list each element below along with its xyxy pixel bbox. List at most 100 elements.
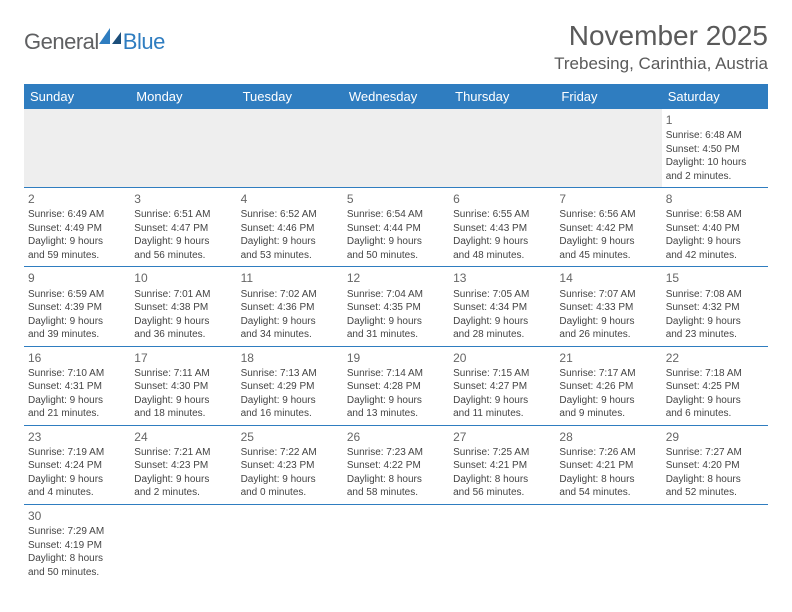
sunset-text: Sunset: 4:25 PM (666, 380, 764, 394)
day-number: 19 (347, 350, 445, 366)
sunset-text: Sunset: 4:38 PM (134, 301, 232, 315)
daylight-text: and 45 minutes. (559, 249, 657, 263)
calendar-day-cell: 17Sunrise: 7:11 AMSunset: 4:30 PMDayligh… (130, 346, 236, 425)
daylight-text: Daylight: 9 hours (666, 315, 764, 329)
day-number: 26 (347, 429, 445, 445)
sunset-text: Sunset: 4:33 PM (559, 301, 657, 315)
calendar-day-cell (237, 504, 343, 583)
sunrise-text: Sunrise: 7:10 AM (28, 367, 126, 381)
calendar-day-cell: 24Sunrise: 7:21 AMSunset: 4:23 PMDayligh… (130, 425, 236, 504)
daylight-text: Daylight: 9 hours (347, 315, 445, 329)
sunrise-text: Sunrise: 7:21 AM (134, 446, 232, 460)
sunset-text: Sunset: 4:21 PM (559, 459, 657, 473)
day-number: 27 (453, 429, 551, 445)
day-number: 20 (453, 350, 551, 366)
sunset-text: Sunset: 4:20 PM (666, 459, 764, 473)
day-number: 28 (559, 429, 657, 445)
calendar-day-cell: 9Sunrise: 6:59 AMSunset: 4:39 PMDaylight… (24, 267, 130, 346)
daylight-text: Daylight: 8 hours (453, 473, 551, 487)
weekday-header: Wednesday (343, 84, 449, 109)
daylight-text: and 2 minutes. (666, 170, 764, 184)
daylight-text: and 23 minutes. (666, 328, 764, 342)
calendar-day-cell (343, 504, 449, 583)
calendar-day-cell: 1Sunrise: 6:48 AMSunset: 4:50 PMDaylight… (662, 109, 768, 188)
sunrise-text: Sunrise: 7:02 AM (241, 288, 339, 302)
calendar-day-cell: 30Sunrise: 7:29 AMSunset: 4:19 PMDayligh… (24, 504, 130, 583)
sunset-text: Sunset: 4:27 PM (453, 380, 551, 394)
sunrise-text: Sunrise: 7:15 AM (453, 367, 551, 381)
calendar-day-cell (130, 109, 236, 188)
sunset-text: Sunset: 4:34 PM (453, 301, 551, 315)
day-number: 2 (28, 191, 126, 207)
daylight-text: Daylight: 9 hours (347, 394, 445, 408)
day-number: 16 (28, 350, 126, 366)
day-number: 11 (241, 270, 339, 286)
calendar-week-row: 9Sunrise: 6:59 AMSunset: 4:39 PMDaylight… (24, 267, 768, 346)
sunset-text: Sunset: 4:31 PM (28, 380, 126, 394)
sunrise-text: Sunrise: 6:59 AM (28, 288, 126, 302)
daylight-text: and 42 minutes. (666, 249, 764, 263)
daylight-text: Daylight: 8 hours (347, 473, 445, 487)
daylight-text: Daylight: 9 hours (666, 394, 764, 408)
sunrise-text: Sunrise: 7:11 AM (134, 367, 232, 381)
logo-text-blue: Blue (123, 29, 165, 55)
sunrise-text: Sunrise: 6:58 AM (666, 208, 764, 222)
calendar-day-cell: 22Sunrise: 7:18 AMSunset: 4:25 PMDayligh… (662, 346, 768, 425)
location: Trebesing, Carinthia, Austria (554, 54, 768, 74)
daylight-text: and 28 minutes. (453, 328, 551, 342)
sunset-text: Sunset: 4:26 PM (559, 380, 657, 394)
title-block: November 2025 Trebesing, Carinthia, Aust… (554, 20, 768, 74)
daylight-text: Daylight: 9 hours (241, 473, 339, 487)
sunrise-text: Sunrise: 7:23 AM (347, 446, 445, 460)
logo-text-general: General (24, 29, 99, 55)
sunset-text: Sunset: 4:47 PM (134, 222, 232, 236)
calendar-day-cell (662, 504, 768, 583)
day-number: 1 (666, 112, 764, 128)
daylight-text: Daylight: 8 hours (559, 473, 657, 487)
calendar-week-row: 2Sunrise: 6:49 AMSunset: 4:49 PMDaylight… (24, 188, 768, 267)
daylight-text: Daylight: 10 hours (666, 156, 764, 170)
sunset-text: Sunset: 4:23 PM (134, 459, 232, 473)
day-number: 23 (28, 429, 126, 445)
calendar-day-cell (555, 109, 661, 188)
daylight-text: and 18 minutes. (134, 407, 232, 421)
calendar-day-cell: 10Sunrise: 7:01 AMSunset: 4:38 PMDayligh… (130, 267, 236, 346)
calendar-day-cell (237, 109, 343, 188)
sunrise-text: Sunrise: 6:56 AM (559, 208, 657, 222)
sunrise-text: Sunrise: 7:05 AM (453, 288, 551, 302)
calendar-day-cell: 13Sunrise: 7:05 AMSunset: 4:34 PMDayligh… (449, 267, 555, 346)
sunset-text: Sunset: 4:39 PM (28, 301, 126, 315)
daylight-text: Daylight: 8 hours (28, 552, 126, 566)
daylight-text: Daylight: 9 hours (28, 473, 126, 487)
sunrise-text: Sunrise: 6:54 AM (347, 208, 445, 222)
daylight-text: Daylight: 8 hours (666, 473, 764, 487)
daylight-text: Daylight: 9 hours (559, 315, 657, 329)
day-number: 29 (666, 429, 764, 445)
weekday-header: Tuesday (237, 84, 343, 109)
sunset-text: Sunset: 4:29 PM (241, 380, 339, 394)
daylight-text: Daylight: 9 hours (134, 473, 232, 487)
daylight-text: and 26 minutes. (559, 328, 657, 342)
sunset-text: Sunset: 4:28 PM (347, 380, 445, 394)
sunset-text: Sunset: 4:42 PM (559, 222, 657, 236)
sunset-text: Sunset: 4:24 PM (28, 459, 126, 473)
daylight-text: Daylight: 9 hours (28, 315, 126, 329)
sunrise-text: Sunrise: 7:17 AM (559, 367, 657, 381)
sunrise-text: Sunrise: 7:14 AM (347, 367, 445, 381)
calendar-day-cell: 11Sunrise: 7:02 AMSunset: 4:36 PMDayligh… (237, 267, 343, 346)
sunrise-text: Sunrise: 7:22 AM (241, 446, 339, 460)
daylight-text: and 4 minutes. (28, 486, 126, 500)
day-number: 10 (134, 270, 232, 286)
daylight-text: Daylight: 9 hours (347, 235, 445, 249)
calendar-day-cell: 14Sunrise: 7:07 AMSunset: 4:33 PMDayligh… (555, 267, 661, 346)
daylight-text: and 9 minutes. (559, 407, 657, 421)
calendar-day-cell: 2Sunrise: 6:49 AMSunset: 4:49 PMDaylight… (24, 188, 130, 267)
day-number: 18 (241, 350, 339, 366)
daylight-text: Daylight: 9 hours (559, 394, 657, 408)
daylight-text: Daylight: 9 hours (241, 394, 339, 408)
sunrise-text: Sunrise: 6:48 AM (666, 129, 764, 143)
weekday-header: Friday (555, 84, 661, 109)
sunset-text: Sunset: 4:49 PM (28, 222, 126, 236)
day-number: 14 (559, 270, 657, 286)
daylight-text: and 56 minutes. (134, 249, 232, 263)
